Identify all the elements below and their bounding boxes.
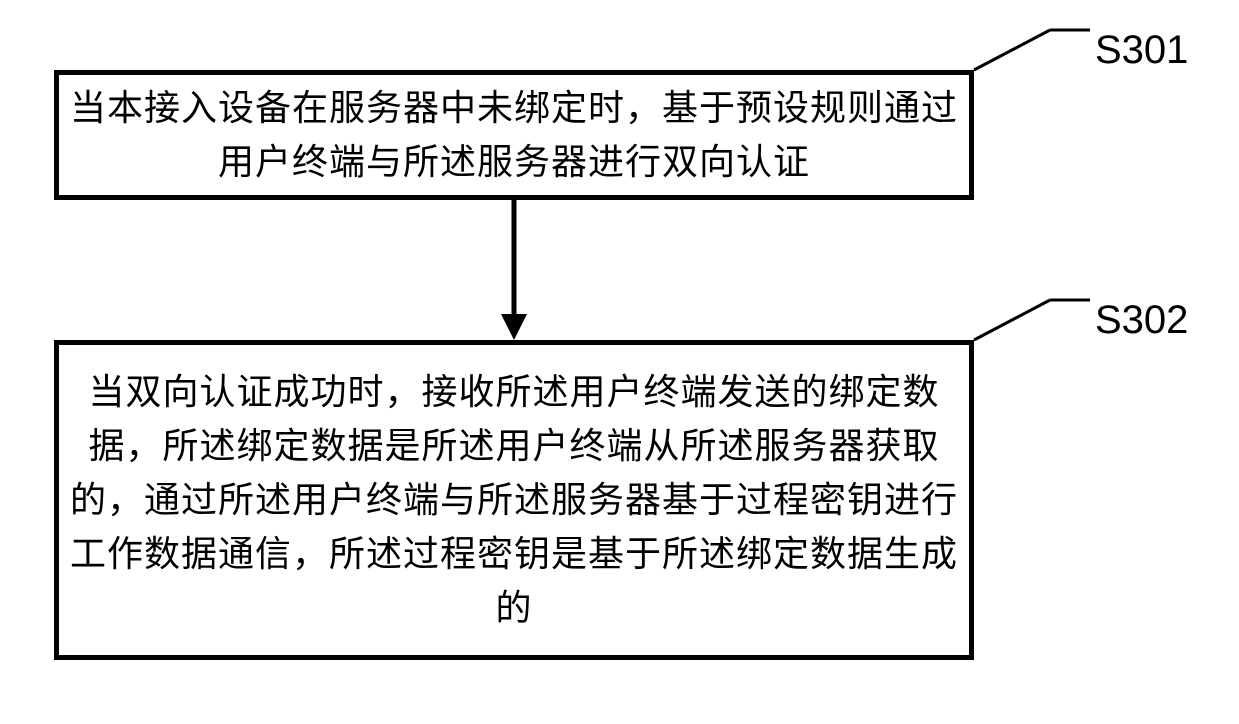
flowchart-node-s302: 当双向认证成功时，接收所述用户终端发送的绑定数据，所述绑定数据是所述用户终端从所… xyxy=(54,340,974,660)
flowchart-canvas: 当本接入设备在服务器中未绑定时，基于预设规则通过用户终端与所述服务器进行双向认证… xyxy=(0,0,1239,724)
step-label-s301: S301 xyxy=(1095,28,1188,73)
flowchart-node-s301: 当本接入设备在服务器中未绑定时，基于预设规则通过用户终端与所述服务器进行双向认证 xyxy=(54,70,974,200)
flowchart-node-s301-text: 当本接入设备在服务器中未绑定时，基于预设规则通过用户终端与所述服务器进行双向认证 xyxy=(59,81,969,189)
flowchart-node-s302-text: 当双向认证成功时，接收所述用户终端发送的绑定数据，所述绑定数据是所述用户终端从所… xyxy=(59,365,969,635)
step-label-s302: S302 xyxy=(1095,298,1188,343)
